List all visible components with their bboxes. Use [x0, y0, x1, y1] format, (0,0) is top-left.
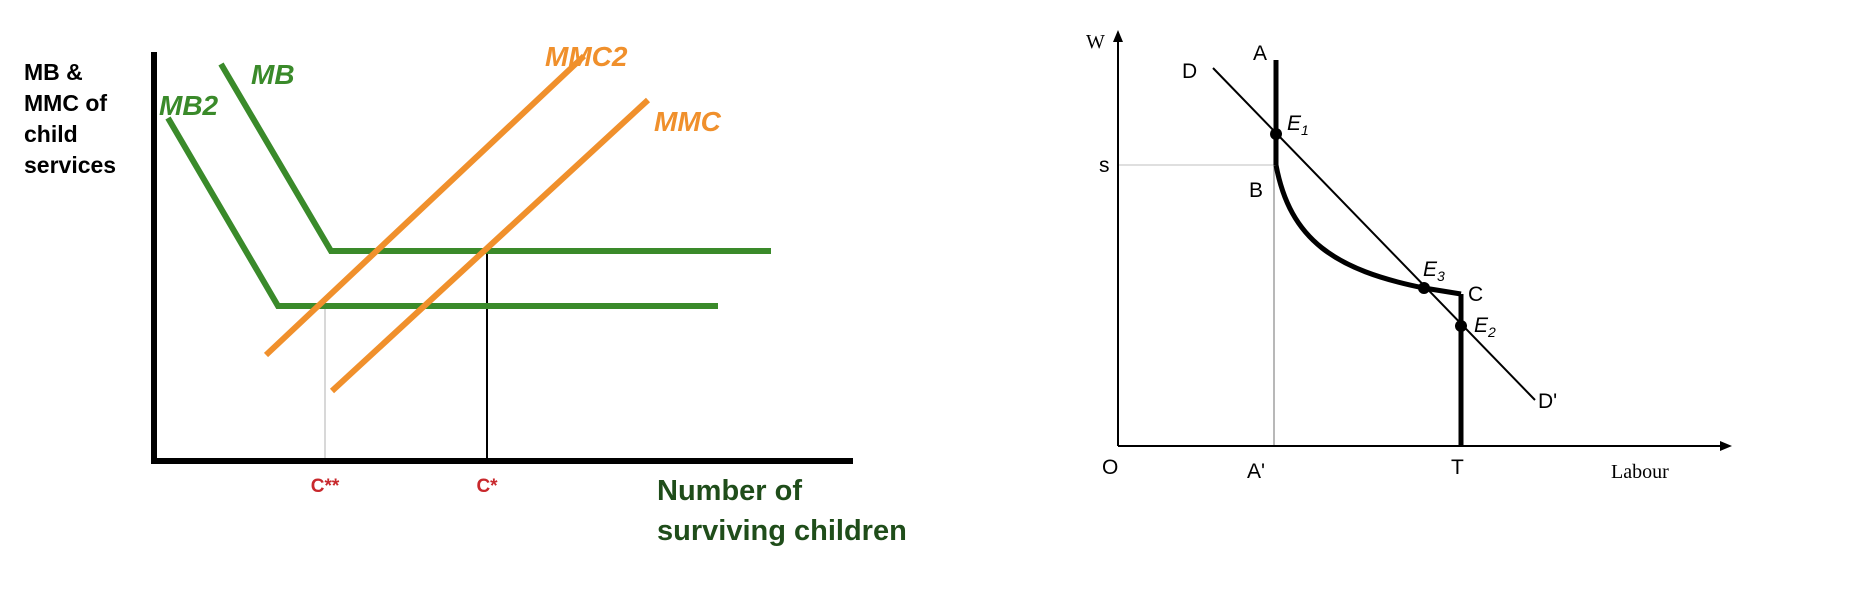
point-c-label: C [1468, 283, 1483, 306]
mmc-line [329, 97, 651, 394]
w-axis-label: W [1086, 31, 1105, 53]
mmc-label: MMC [654, 106, 722, 137]
s-label: s [1099, 154, 1110, 177]
e1-point [1270, 128, 1282, 140]
point-d-label: D [1182, 60, 1197, 83]
y-axis-label: MB & MMC of child services [24, 59, 116, 178]
mb-curve [218, 62, 771, 254]
demand-line [1212, 67, 1536, 401]
left-diagram-panel: MB & MMC of child services MB2 MB MMC2 M… [24, 41, 907, 547]
labour-axis-label: Labour [1611, 461, 1669, 483]
e2-label: E2 [1474, 314, 1496, 340]
e3-point [1418, 282, 1430, 294]
t-label: T [1451, 456, 1464, 479]
labour-supply-diagram: W Labour O A D s B C D' A' T E1 E3 E2 [1086, 30, 1732, 483]
mmc2-label: MMC2 [545, 41, 628, 72]
a-prime-label: A' [1247, 460, 1265, 483]
mb2-label: MB2 [159, 90, 219, 121]
mb-label: MB [251, 59, 295, 90]
e3-label: E3 [1423, 258, 1445, 284]
e2-point [1455, 320, 1467, 332]
point-a-label: A [1253, 42, 1267, 65]
point-d-prime-label: D' [1538, 390, 1557, 413]
point-b-label: B [1249, 179, 1263, 202]
x-axis-label: Number of surviving children [657, 475, 907, 547]
w-axis-arrow-icon [1113, 30, 1123, 42]
mmc2-line [263, 53, 587, 358]
supply-curve-segment [1273, 164, 1462, 297]
c-star-star-label: C** [311, 476, 340, 497]
mb-mmc-diagram: MB & MMC of child services MB2 MB MMC2 M… [24, 41, 907, 547]
c-star-label: C* [476, 476, 498, 497]
e1-label: E1 [1287, 112, 1309, 138]
origin-label: O [1102, 456, 1118, 479]
mb2-curve [165, 116, 718, 309]
labour-axis-arrow-icon [1720, 441, 1732, 451]
right-diagram-panel: W Labour O A D s B C D' A' T E1 E3 E2 [1060, 0, 1830, 594]
